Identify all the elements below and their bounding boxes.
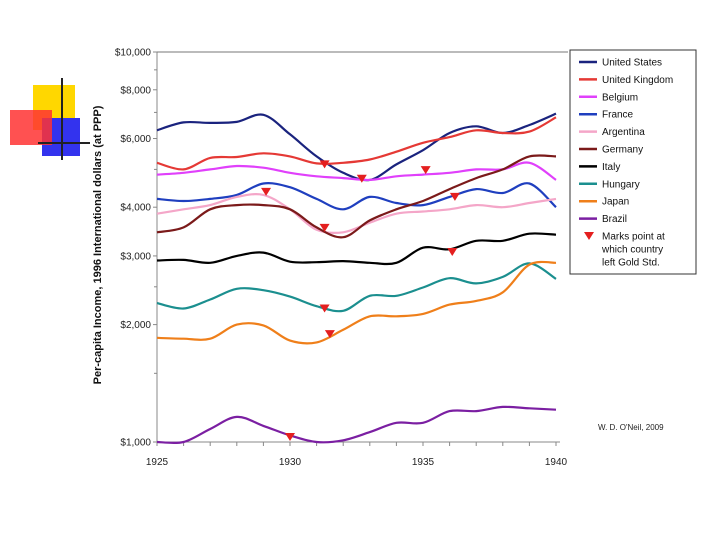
gold-std-exit-marker-italy xyxy=(447,248,458,257)
legend-label-brazil: Brazil xyxy=(602,214,627,225)
series-line-germany xyxy=(156,154,557,239)
y-tick-label: $6,000 xyxy=(120,134,151,145)
y-tick-label: $4,000 xyxy=(120,203,151,214)
x-tick-label: 1935 xyxy=(412,457,435,468)
gold-std-exit-marker-belgium xyxy=(420,166,431,175)
y-tick-label: $10,000 xyxy=(115,48,152,59)
gold-std-exit-marker-argentina xyxy=(261,187,272,196)
gold-std-exit-marker-united-kingdom xyxy=(319,160,330,169)
gold-std-exit-marker-brazil xyxy=(285,432,295,441)
legend-label-united-states: United States xyxy=(602,58,662,69)
series-line-italy xyxy=(156,232,557,266)
legend-marker-label: Marks point at xyxy=(602,232,665,243)
y-tick-label: $1,000 xyxy=(120,438,151,449)
legend-marker-icon xyxy=(584,232,594,240)
x-tick-label: 1925 xyxy=(146,457,169,468)
legend-label-italy: Italy xyxy=(602,162,620,173)
legend-label-france: France xyxy=(602,110,634,121)
x-tick-label: 1940 xyxy=(545,457,568,468)
series-line-argentina xyxy=(156,193,557,235)
y-tick-label: $2,000 xyxy=(120,320,151,331)
gold-std-exit-marker-japan xyxy=(324,330,335,339)
gold-std-exit-marker-germany xyxy=(319,223,330,232)
legend-label-japan: Japan xyxy=(602,197,629,208)
series-line-united-kingdom xyxy=(156,116,557,171)
y-tick-label: $3,000 xyxy=(120,251,151,262)
gold-std-exit-marker-france xyxy=(449,192,460,201)
gold-std-exit-marker-united-states xyxy=(356,174,367,183)
legend-label-united-kingdom: United Kingdom xyxy=(602,75,673,86)
decorative-squares xyxy=(10,78,90,160)
y-axis-label: Per-capita Income, 1996 International do… xyxy=(92,105,104,384)
legend-marker-label: left Gold Std. xyxy=(602,258,660,269)
legend-label-hungary: Hungary xyxy=(602,179,640,190)
legend-label-argentina: Argentina xyxy=(602,127,645,138)
series-line-brazil xyxy=(156,405,557,445)
legend-marker-label: which country xyxy=(601,245,663,256)
series-line-japan xyxy=(156,260,557,345)
gold-std-exit-marker-hungary xyxy=(319,304,330,313)
y-tick-label: $8,000 xyxy=(120,85,151,96)
series-line-belgium xyxy=(156,161,557,182)
legend: United States United Kingdom Belgium France… xyxy=(569,49,697,275)
author-credit: W. D. O'Neil, 2009 xyxy=(598,423,664,432)
x-tick-label: 1930 xyxy=(279,457,302,468)
series-line-france xyxy=(156,182,557,211)
series-line-hungary xyxy=(156,262,557,313)
legend-label-belgium: Belgium xyxy=(602,92,638,103)
legend-label-germany: Germany xyxy=(602,145,643,156)
